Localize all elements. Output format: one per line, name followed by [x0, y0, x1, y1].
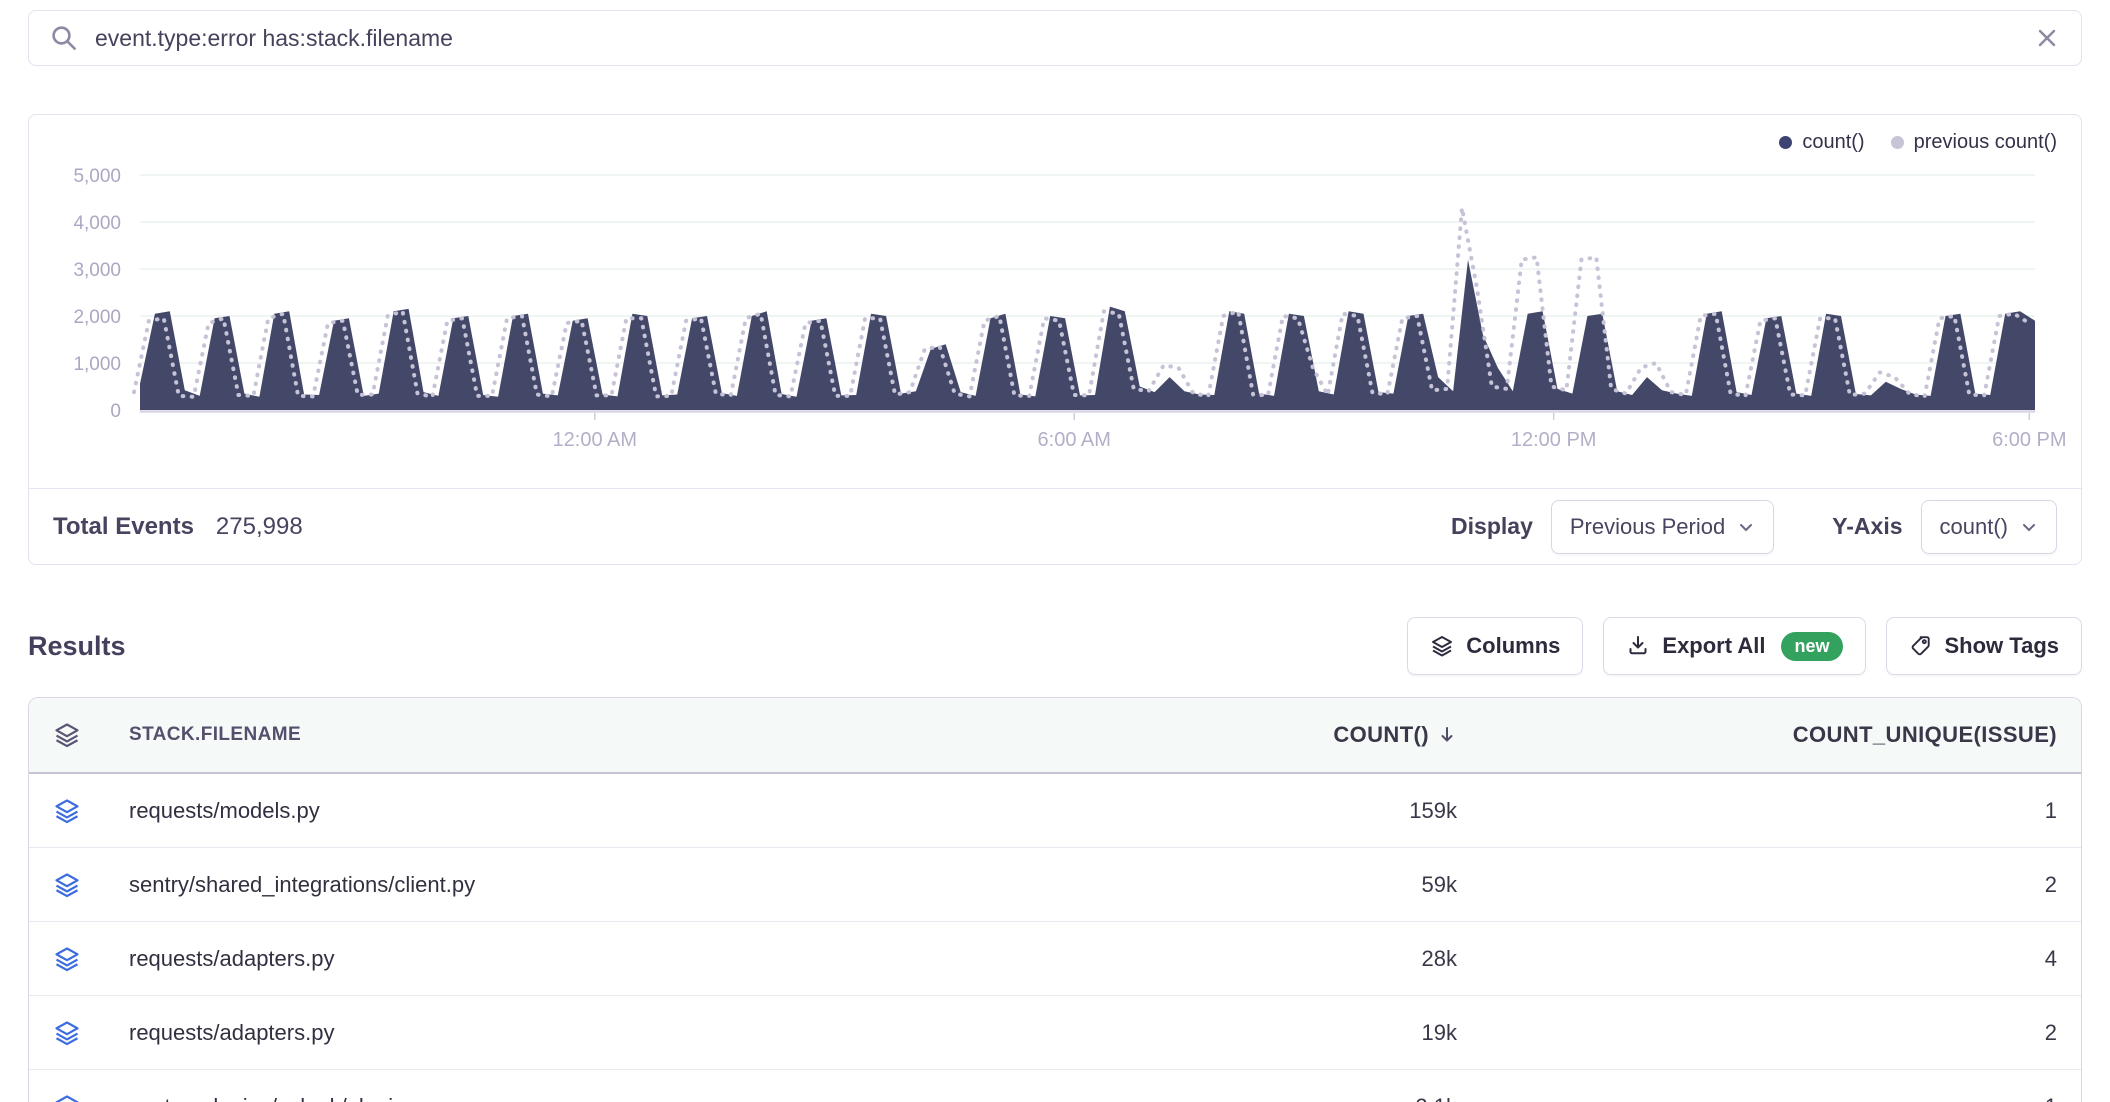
results-header-row: Results Columns Export All new	[28, 617, 2082, 675]
column-header-count-unique-issue[interactable]: COUNT_UNIQUE(ISSUE)	[1792, 722, 2057, 747]
layers-icon	[1432, 636, 1453, 657]
show-tags-button[interactable]: Show Tags	[1885, 617, 2082, 675]
cell-count: 28k	[1421, 945, 1457, 971]
sort-desc-arrow-icon	[1441, 727, 1453, 742]
cell-count-unique: 1	[2044, 797, 2057, 823]
search-bar	[28, 10, 2082, 66]
chevron-down-icon	[2023, 523, 2035, 531]
legend-label: count()	[1802, 131, 1865, 153]
export-all-button[interactable]: Export All new	[1603, 617, 1866, 675]
table-row: sentry/shared_integrations/client.py 59k…	[29, 848, 2081, 922]
table-row: requests/adapters.py 19k 2	[29, 996, 2081, 1070]
columns-button[interactable]: Columns	[1407, 617, 1584, 675]
svg-text:6:00 AM: 6:00 AM	[1038, 429, 1111, 451]
table-header-row: STACK.FILENAME COUNT() COUNT_UNIQUE(ISSU…	[29, 698, 2081, 774]
yaxis-dropdown[interactable]: count()	[1920, 499, 2057, 554]
table-row: requests/models.py 159k 1	[29, 774, 2081, 848]
cell-stack-filename[interactable]: requests/adapters.py	[129, 945, 335, 971]
chart-canvas: 0 1,000 2,000 3,000 4,000 5,000 12:00 AM 6:00 A…	[29, 115, 2081, 488]
search-icon	[49, 23, 79, 53]
yaxis-dropdown-value: count()	[1939, 513, 2008, 539]
legend-item[interactable]: count()	[1779, 131, 1865, 154]
svg-text:0: 0	[110, 401, 121, 422]
svg-text:12:00 AM: 12:00 AM	[553, 429, 638, 451]
display-dropdown-value: Previous Period	[1569, 513, 1726, 539]
cell-count: 59k	[1421, 871, 1457, 897]
events-chart-panel: count() previous count() 0 1,000 2,000 3,000…	[28, 114, 2082, 565]
column-header-count-label: COUNT()	[1333, 722, 1429, 747]
svg-text:12:00 PM: 12:00 PM	[1511, 429, 1597, 451]
table-body: requests/models.py 159k 1 sentry/shared_…	[29, 774, 2081, 1102]
columns-button-label: Columns	[1466, 633, 1561, 658]
layers-icon	[53, 1093, 109, 1102]
svg-text:4,000: 4,000	[73, 213, 121, 234]
table-row: requests/adapters.py 28k 4	[29, 922, 2081, 996]
display-label: Display	[1451, 513, 1533, 539]
legend-label: previous count()	[1913, 131, 2057, 153]
export-all-button-label: Export All	[1662, 633, 1766, 658]
tag-icon	[1911, 636, 1930, 656]
layers-icon	[53, 945, 109, 973]
layers-icon	[53, 1019, 109, 1047]
svg-text:6:00 PM: 6:00 PM	[1992, 429, 2066, 451]
cell-stack-filename[interactable]: sentry_plugins/splunk/plugin.py	[109, 1094, 1127, 1102]
download-icon	[1629, 636, 1647, 655]
display-dropdown[interactable]: Previous Period	[1550, 499, 1775, 554]
column-header-stack-filename[interactable]: STACK.FILENAME	[129, 724, 302, 745]
clear-search-icon[interactable]	[2033, 24, 2061, 52]
cell-count-unique: 1	[1457, 1094, 2057, 1102]
cell-count-unique: 2	[2044, 1019, 2057, 1045]
table-row: sentry_plugins/splunk/plugin.py 2.1k 1	[29, 1070, 2081, 1102]
cell-stack-filename[interactable]: requests/adapters.py	[129, 1019, 335, 1045]
cell-count-unique: 2	[2044, 871, 2057, 897]
svg-text:5,000: 5,000	[73, 166, 121, 187]
new-badge: new	[1781, 631, 1843, 661]
svg-text:2,000: 2,000	[73, 307, 121, 328]
layers-icon	[53, 797, 109, 825]
cell-count: 159k	[1409, 797, 1457, 823]
chart-footer: Total Events 275,998 Display Previous Pe…	[29, 488, 2081, 564]
show-tags-button-label: Show Tags	[1944, 633, 2060, 658]
svg-text:3,000: 3,000	[73, 260, 121, 281]
column-header-count[interactable]: COUNT()	[1127, 722, 1457, 748]
chart-legend: count() previous count()	[1779, 131, 2057, 154]
layers-icon	[53, 871, 109, 899]
cell-count: 2.1k	[1127, 1094, 1457, 1102]
results-actions: Columns Export All new Show Tags	[1407, 617, 2082, 675]
total-events-value: 275,998	[215, 512, 303, 540]
total-events-label: Total Events	[53, 512, 194, 540]
chart-controls: Display Previous Period Y-Axis count()	[1451, 499, 2057, 554]
legend-item[interactable]: previous count()	[1890, 131, 2057, 154]
chart-area: count() previous count() 0 1,000 2,000 3,000…	[29, 115, 2081, 488]
legend-dot-icon	[1779, 136, 1793, 149]
cell-stack-filename[interactable]: requests/models.py	[129, 797, 320, 823]
search-input[interactable]	[95, 24, 2017, 52]
cell-count: 19k	[1421, 1019, 1457, 1045]
results-table: STACK.FILENAME COUNT() COUNT_UNIQUE(ISSU…	[28, 697, 2082, 1102]
legend-dot-icon	[1890, 136, 1904, 149]
chevron-down-icon	[1740, 523, 1753, 531]
total-events: Total Events 275,998	[53, 513, 303, 541]
results-title: Results	[28, 630, 126, 661]
svg-text:1,000: 1,000	[73, 354, 121, 375]
cell-stack-filename[interactable]: sentry/shared_integrations/client.py	[129, 871, 476, 897]
layers-icon	[53, 721, 109, 749]
cell-count-unique: 4	[2044, 945, 2057, 971]
yaxis-label: Y-Axis	[1832, 513, 1903, 539]
